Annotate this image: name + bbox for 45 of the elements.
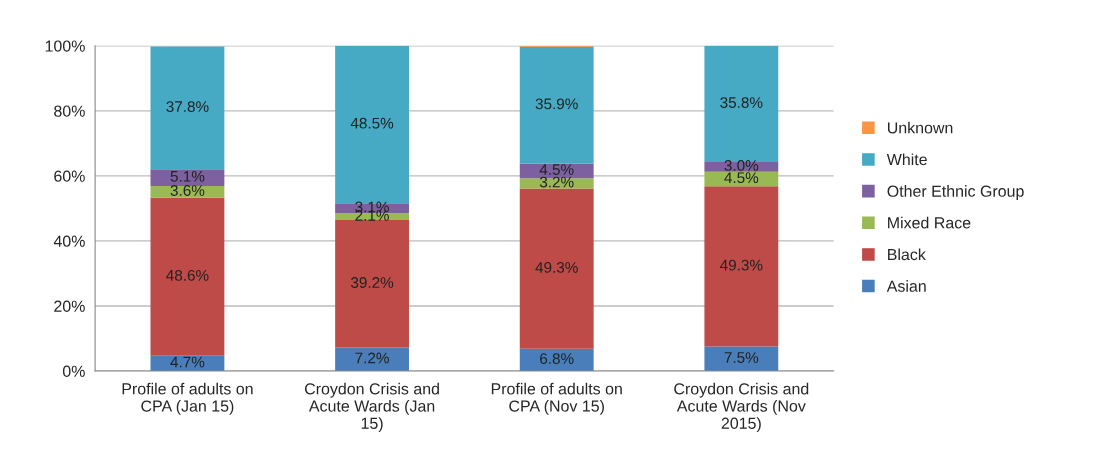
data-label: 35.8% — [720, 97, 763, 108]
y-tick-label: 60% — [54, 170, 85, 182]
legend-label: Asian — [886, 280, 926, 292]
legend-label: Unknown — [887, 121, 953, 134]
legend-label: Other Ethnic Group — [887, 185, 1024, 200]
y-tick-label: 40% — [53, 235, 85, 247]
bar — [150, 197, 225, 356]
bar — [519, 178, 594, 189]
bar — [519, 188, 594, 349]
data-label: 37.8% — [166, 101, 209, 113]
bar — [150, 185, 225, 198]
bar — [704, 186, 779, 347]
data-label: 39.2% — [350, 277, 394, 288]
data-label: 7.2% — [355, 352, 389, 364]
data-label: 5.1% — [170, 171, 205, 182]
data-label: 48.5% — [350, 117, 394, 129]
legend-label: White — [886, 153, 927, 166]
x-tick-label: Profile of adults on CPA (Nov 15) — [491, 382, 622, 415]
x-tick-label: Profile of adults on CPA (Jan 15) — [122, 382, 253, 415]
bar — [704, 161, 779, 172]
bar — [150, 169, 225, 186]
data-label: 4.5% — [539, 164, 574, 175]
y-tick-label: 20% — [54, 300, 85, 312]
data-label: 3.0% — [724, 160, 759, 171]
data-label: 48.6% — [166, 269, 209, 281]
bar — [704, 45, 779, 162]
data-label: 3.2% — [539, 176, 574, 188]
legend-label: Mixed Race — [888, 216, 971, 229]
x-tick-label: Croydon Crisis and Acute Wards (Jan 15) — [304, 382, 439, 433]
y-tick-label: 100% — [45, 40, 85, 52]
data-label: 3.6% — [170, 185, 205, 196]
data-label: 49.3% — [535, 261, 578, 273]
data-label: 49.3% — [720, 259, 763, 271]
x-tick-label: Croydon Crisis and Acute Wards (Nov 2015) — [674, 382, 809, 433]
y-tick-label: 0% — [62, 365, 85, 377]
data-label: 7.5% — [724, 352, 759, 363]
data-label: 35.9% — [535, 98, 578, 110]
legend-label: Black — [888, 248, 926, 261]
bar — [519, 46, 594, 164]
y-tick-label: 80% — [54, 105, 85, 117]
data-label: 4.5% — [724, 172, 759, 184]
bar — [150, 46, 225, 170]
data-label: 4.7% — [170, 356, 205, 368]
bar — [335, 220, 409, 348]
data-label: 6.8% — [540, 353, 574, 365]
